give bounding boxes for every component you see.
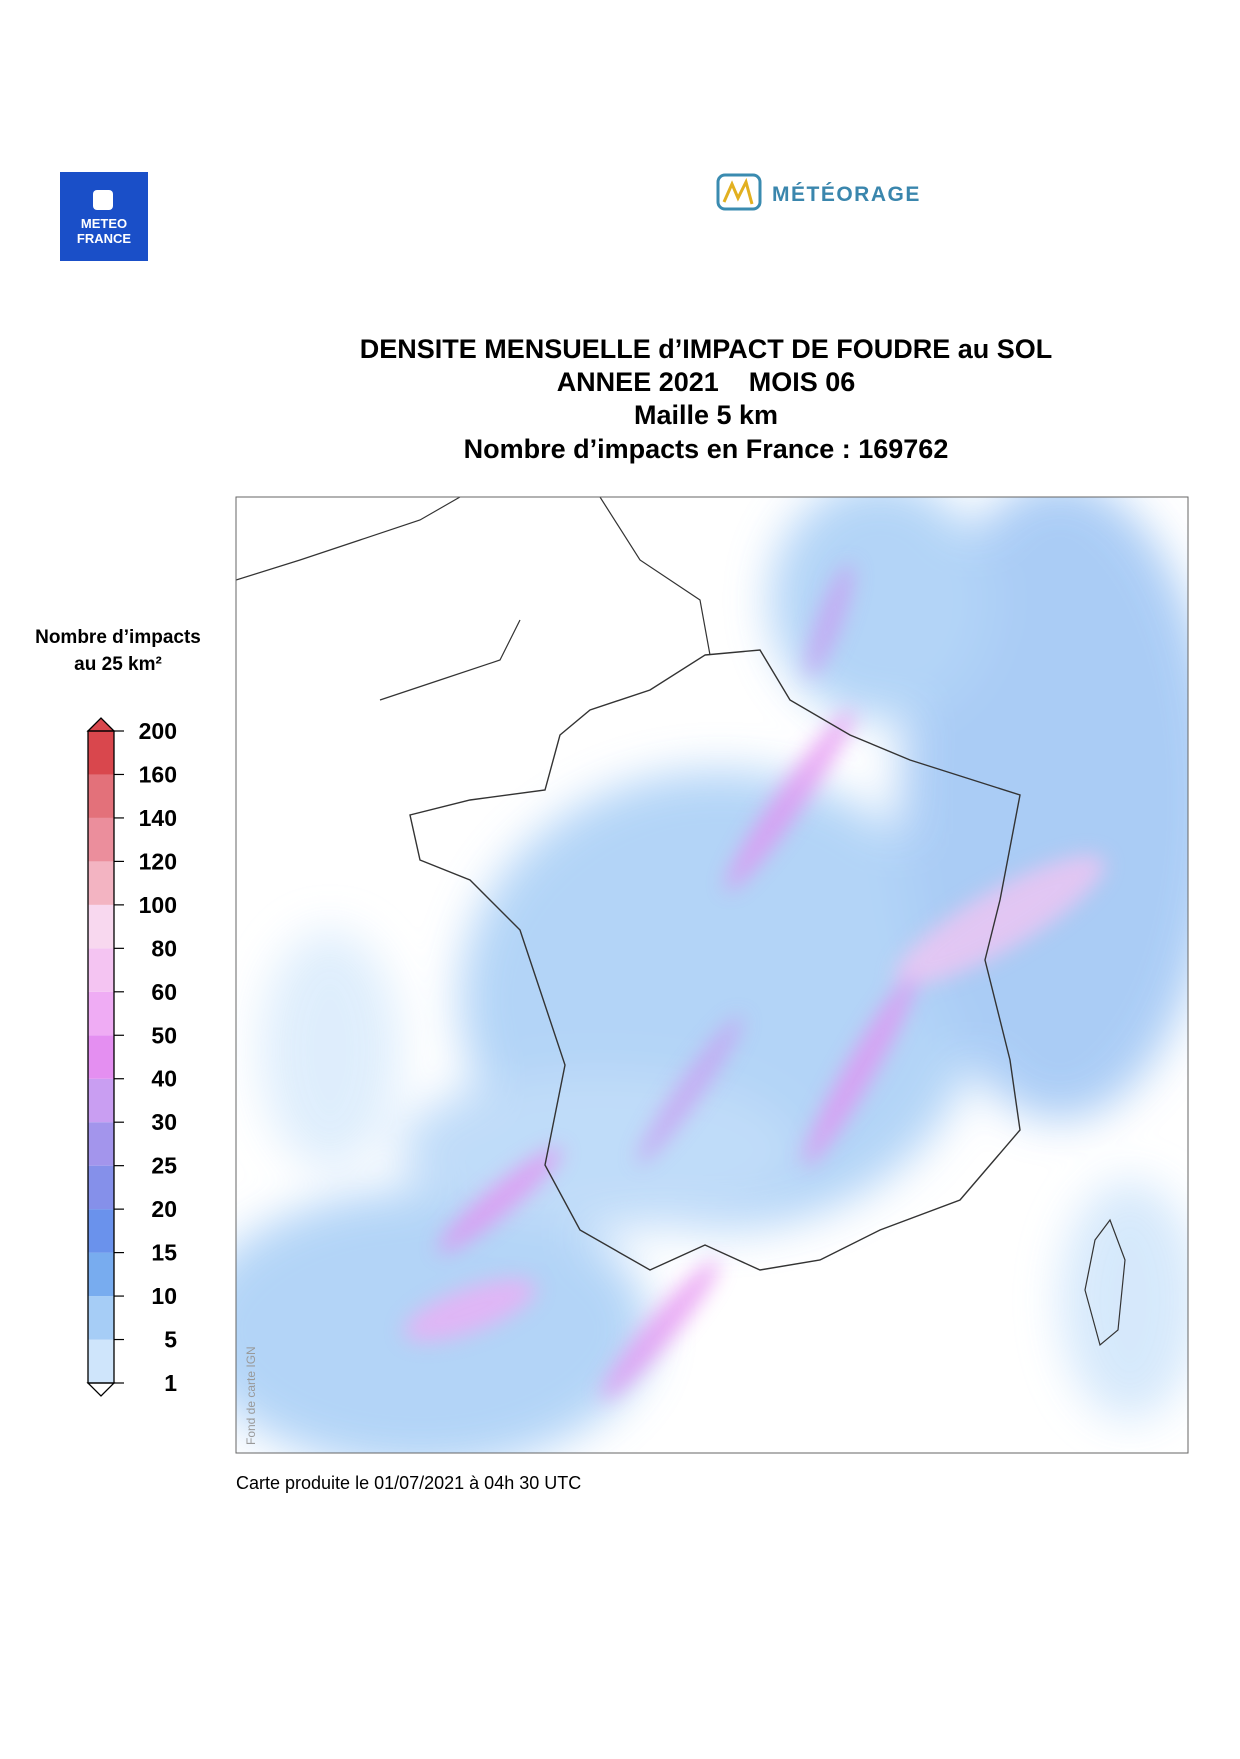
colorbar-segment xyxy=(88,1252,114,1297)
country-outline xyxy=(409,649,1021,1271)
colorbar-label: 100 xyxy=(139,892,177,918)
logo-icon xyxy=(93,190,113,210)
colorbar-label: 50 xyxy=(151,1022,177,1048)
colorbar-label: 200 xyxy=(139,718,177,744)
colorbar-segment xyxy=(88,948,114,992)
colorbar-label: 120 xyxy=(139,848,177,874)
logo-icon xyxy=(716,173,762,211)
logo-box xyxy=(60,172,148,261)
map-area: Fond de carte IGN xyxy=(236,497,1188,1453)
logo-text: METEO xyxy=(81,216,127,231)
colorbar-label: 10 xyxy=(151,1283,177,1309)
logo-text: FRANCE xyxy=(77,231,131,246)
title-line: Nombre d’impacts en France : 169762 xyxy=(464,434,949,464)
colorbar-label: 25 xyxy=(151,1153,177,1179)
legend-title: Nombre d’impacts xyxy=(35,627,201,648)
colorbar-segment xyxy=(88,861,114,905)
colorbar-label: 30 xyxy=(151,1109,177,1135)
colorbar-segment xyxy=(88,1165,114,1210)
colorbar-segment xyxy=(88,1078,114,1123)
colorbar-segment xyxy=(88,1339,114,1383)
legend: Nombre d’impacts au 25 km² 1510152025304… xyxy=(35,627,201,1397)
map-frame xyxy=(235,496,1189,1454)
colorbar-segment xyxy=(88,991,114,1036)
title-line: ANNEE 2021 MOIS 06 xyxy=(557,367,856,397)
colorbar-label: 140 xyxy=(139,805,177,831)
colorbar-label: 40 xyxy=(151,1066,177,1092)
colorbar-segment xyxy=(88,904,114,949)
colorbar-label: 15 xyxy=(151,1240,177,1266)
title-line: DENSITE MENSUELLE d’IMPACT DE FOUDRE au … xyxy=(360,334,1053,364)
colorbar-segment xyxy=(88,1209,114,1253)
footer: Carte produite le 01/07/2021 à 04h 30 UT… xyxy=(236,1473,581,1493)
colorbar-segment xyxy=(88,1122,114,1166)
title-line: Maille 5 km xyxy=(634,400,778,430)
colorbar-segment xyxy=(88,1296,114,1340)
colorbar-segment xyxy=(88,774,114,818)
logo-icon xyxy=(722,177,754,205)
colorbar-label: 1 xyxy=(164,1370,177,1396)
colorbar-segment xyxy=(88,1035,114,1079)
map-credit: Fond de carte IGN xyxy=(244,1346,258,1445)
colorbar-label: 60 xyxy=(151,979,177,1005)
colorbar-segment xyxy=(88,817,114,862)
title-block: DENSITE MENSUELLE d’IMPACT DE FOUDRE au … xyxy=(360,334,1053,464)
colorbar-label: 5 xyxy=(164,1327,177,1353)
coastline xyxy=(236,497,711,701)
legend-title: au 25 km² xyxy=(74,654,162,675)
colorbar-segment xyxy=(88,731,114,775)
density-hotspots xyxy=(403,563,1105,1400)
logo-text: MÉTÉORAGE xyxy=(772,183,921,206)
island-outline xyxy=(1084,1218,1126,1347)
colorbar-under xyxy=(86,1382,116,1397)
colorbar-label: 80 xyxy=(151,935,177,961)
colorbar-label: 160 xyxy=(139,761,177,787)
colorbar-over xyxy=(86,717,116,732)
colorbar-frame xyxy=(87,730,115,1384)
colorbar-label: 20 xyxy=(151,1196,177,1222)
